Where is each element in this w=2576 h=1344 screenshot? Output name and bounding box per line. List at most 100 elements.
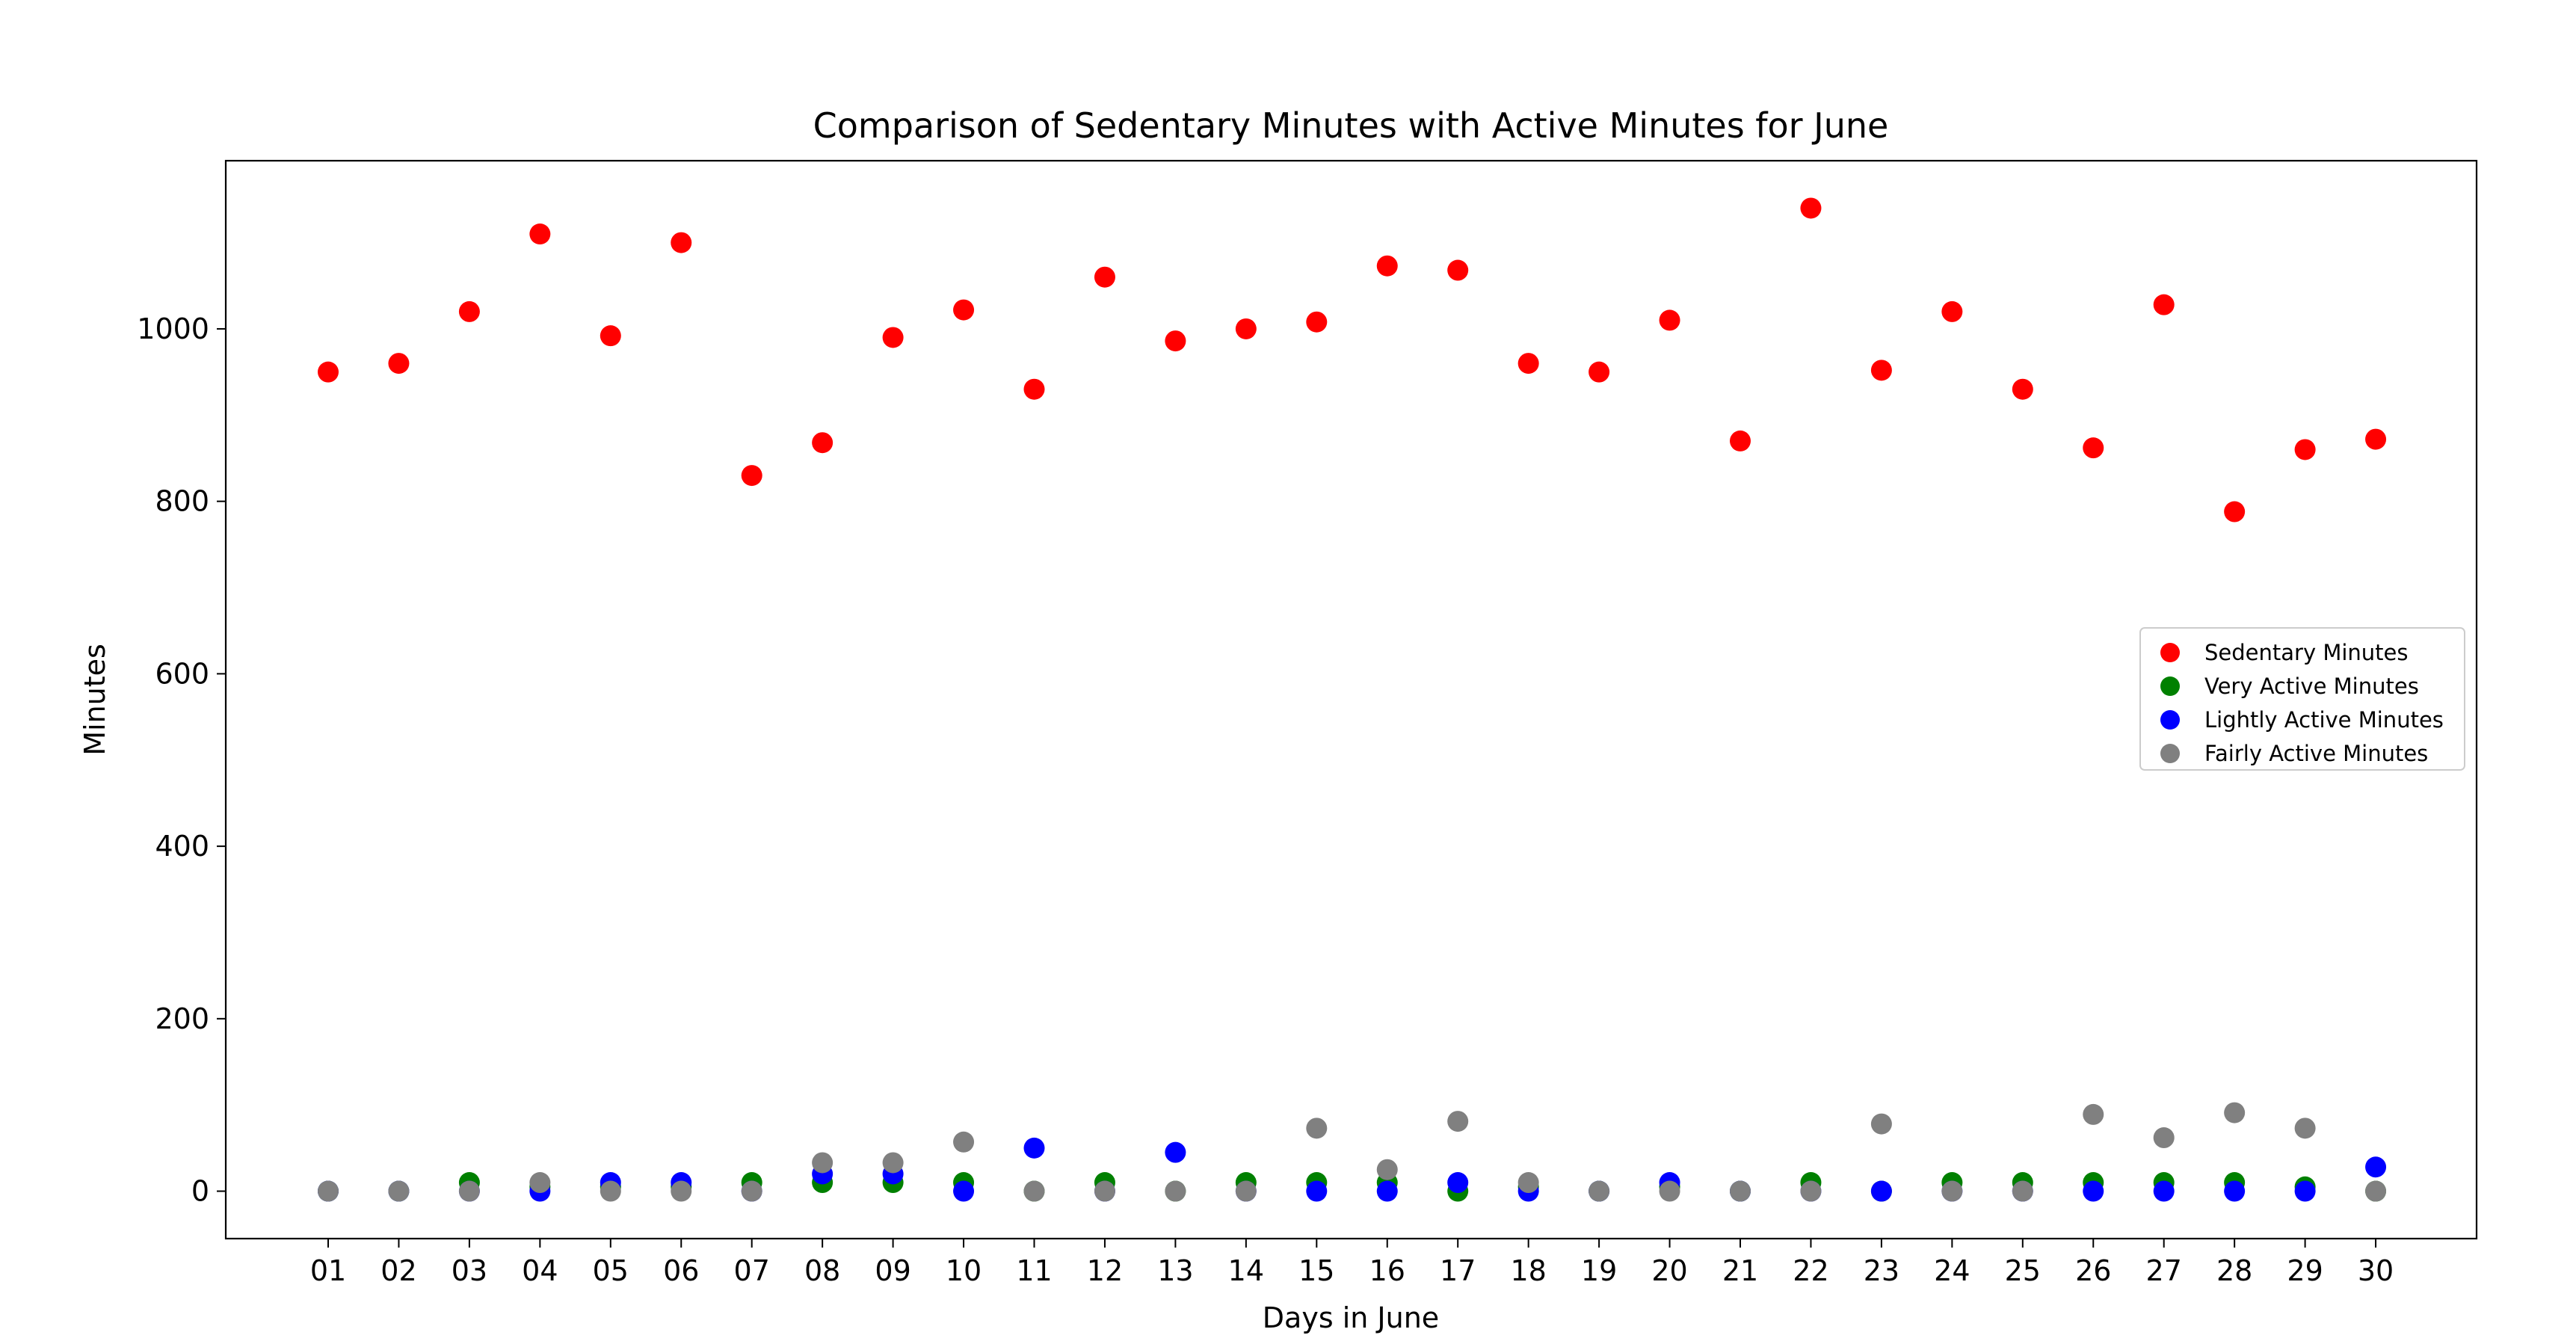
fairly-active-minutes-point <box>882 1152 904 1174</box>
fairly-active-minutes-point <box>1447 1111 1469 1132</box>
sedentary-minutes-point <box>1447 259 1469 281</box>
y-tick-label: 200 <box>155 1002 209 1035</box>
fairly-active-minutes-point <box>1800 1180 1822 1202</box>
sedentary-minutes-point <box>2365 428 2387 450</box>
y-tick-label: 800 <box>155 485 209 518</box>
legend: Sedentary Minutes Very Active Minutes Ligh… <box>2139 627 2465 771</box>
x-tick-label: 08 <box>804 1254 840 1287</box>
fairly-active-minutes-point <box>458 1180 480 1202</box>
legend-marker-lightly-active-minutes <box>2160 710 2180 730</box>
sedentary-minutes-point <box>600 325 621 347</box>
y-tick-label: 400 <box>155 830 209 863</box>
fairly-active-minutes-point <box>388 1180 410 1202</box>
sedentary-minutes-point <box>2083 437 2104 459</box>
sedentary-minutes-point <box>1165 330 1186 352</box>
sedentary-minutes-point <box>1306 311 1328 333</box>
fairly-active-minutes-point <box>671 1180 692 1202</box>
sedentary-minutes-point <box>1023 378 1045 400</box>
x-tick-label: 25 <box>2005 1254 2041 1287</box>
fairly-active-minutes-point <box>529 1172 551 1194</box>
sedentary-minutes-point <box>882 327 904 348</box>
x-tick-label: 18 <box>1510 1254 1546 1287</box>
x-tick-label: 30 <box>2358 1254 2394 1287</box>
fairly-active-minutes-point <box>1376 1159 1398 1180</box>
data-points <box>318 197 2387 1202</box>
lightly-active-minutes-point <box>2365 1156 2387 1178</box>
plot-area <box>224 159 2478 1240</box>
fairly-active-minutes-point <box>812 1152 833 1174</box>
x-tick-label: 26 <box>2075 1254 2111 1287</box>
fairly-active-minutes-point <box>1870 1113 1892 1135</box>
x-tick-label: 10 <box>946 1254 982 1287</box>
fairly-active-minutes-point <box>741 1180 762 1202</box>
x-tick-label: 24 <box>1934 1254 1970 1287</box>
x-tick-label: 05 <box>593 1254 629 1287</box>
sedentary-minutes-point <box>529 224 551 245</box>
lightly-active-minutes-point <box>2224 1180 2246 1202</box>
legend-box <box>2139 627 2465 771</box>
x-tick-label: 11 <box>1016 1254 1052 1287</box>
x-tick-label: 21 <box>1722 1254 1758 1287</box>
fairly-active-minutes-point <box>1023 1180 1045 1202</box>
x-tick-label: 01 <box>310 1254 346 1287</box>
x-tick-label: 23 <box>1864 1254 1899 1287</box>
legend-marker-fairly-active-minutes <box>2160 744 2180 763</box>
x-tick-label: 20 <box>1651 1254 1687 1287</box>
fairly-active-minutes-point <box>2294 1118 2316 1139</box>
fairly-active-minutes-point <box>318 1180 339 1202</box>
x-tick-label: 12 <box>1087 1254 1123 1287</box>
sedentary-minutes-point <box>953 299 975 321</box>
x-axis-label: Days in June <box>1263 1301 1439 1334</box>
sedentary-minutes-point <box>1941 300 1963 322</box>
legend-label-very-active-minutes: Very Active Minutes <box>2204 673 2419 699</box>
sedentary-minutes-point <box>1870 360 1892 381</box>
x-tick-label: 03 <box>452 1254 487 1287</box>
lightly-active-minutes-point <box>1023 1137 1045 1159</box>
sedentary-minutes-point <box>458 300 480 322</box>
sedentary-minutes-point <box>671 232 692 253</box>
lightly-active-minutes-point <box>2153 1180 2175 1202</box>
y-tick-label: 0 <box>191 1175 209 1208</box>
sedentary-minutes-point <box>1730 430 1751 451</box>
x-tick-label: 06 <box>663 1254 699 1287</box>
legend-marker-very-active-minutes <box>2160 676 2180 696</box>
fairly-active-minutes-point <box>2153 1127 2175 1149</box>
sedentary-minutes-point <box>388 353 410 374</box>
sedentary-minutes-point <box>1659 309 1680 331</box>
sedentary-minutes-point <box>1376 255 1398 277</box>
lightly-active-minutes-point <box>2294 1180 2316 1202</box>
sedentary-minutes-point <box>1094 266 1115 288</box>
fairly-active-minutes-point <box>1517 1172 1539 1194</box>
sedentary-minutes-point <box>812 432 833 454</box>
x-axis-ticks: 01 02 03 04 05 06 07 08 09 10 11 12 13 14 15 16 17 18 19 20… <box>310 1239 2394 1287</box>
sedentary-minutes-point <box>2153 294 2175 315</box>
x-tick-label: 22 <box>1793 1254 1828 1287</box>
fairly-active-minutes-point <box>600 1180 621 1202</box>
fairly-active-minutes-point <box>1235 1180 1257 1202</box>
x-tick-label: 02 <box>380 1254 416 1287</box>
lightly-active-minutes-point <box>953 1180 975 1202</box>
fairly-active-minutes-point <box>1306 1118 1328 1139</box>
sedentary-minutes-point <box>1517 353 1539 374</box>
x-tick-label: 13 <box>1157 1254 1193 1287</box>
fairly-active-minutes-point <box>1165 1180 1186 1202</box>
lightly-active-minutes-point <box>1870 1180 1892 1202</box>
fairly-active-minutes-point <box>1941 1180 1963 1202</box>
fairly-active-minutes-point <box>1659 1180 1680 1202</box>
x-tick-label: 14 <box>1228 1254 1264 1287</box>
y-tick-label: 600 <box>155 657 209 690</box>
lightly-active-minutes-point <box>1165 1141 1186 1163</box>
fairly-active-minutes-point <box>2083 1103 2104 1125</box>
y-axis-ticks: 0 200 400 600 800 1000 <box>137 312 226 1208</box>
fairly-active-minutes-point <box>2012 1180 2033 1202</box>
fairly-active-minutes-point <box>1094 1180 1115 1202</box>
lightly-active-minutes-point <box>1306 1180 1328 1202</box>
legend-label-lightly-active-minutes: Lightly Active Minutes <box>2204 707 2444 733</box>
x-tick-label: 04 <box>522 1254 558 1287</box>
y-tick-label: 1000 <box>137 312 209 345</box>
x-tick-label: 07 <box>734 1254 770 1287</box>
x-tick-label: 16 <box>1369 1254 1405 1287</box>
x-tick-label: 15 <box>1298 1254 1334 1287</box>
sedentary-minutes-point <box>741 465 762 487</box>
